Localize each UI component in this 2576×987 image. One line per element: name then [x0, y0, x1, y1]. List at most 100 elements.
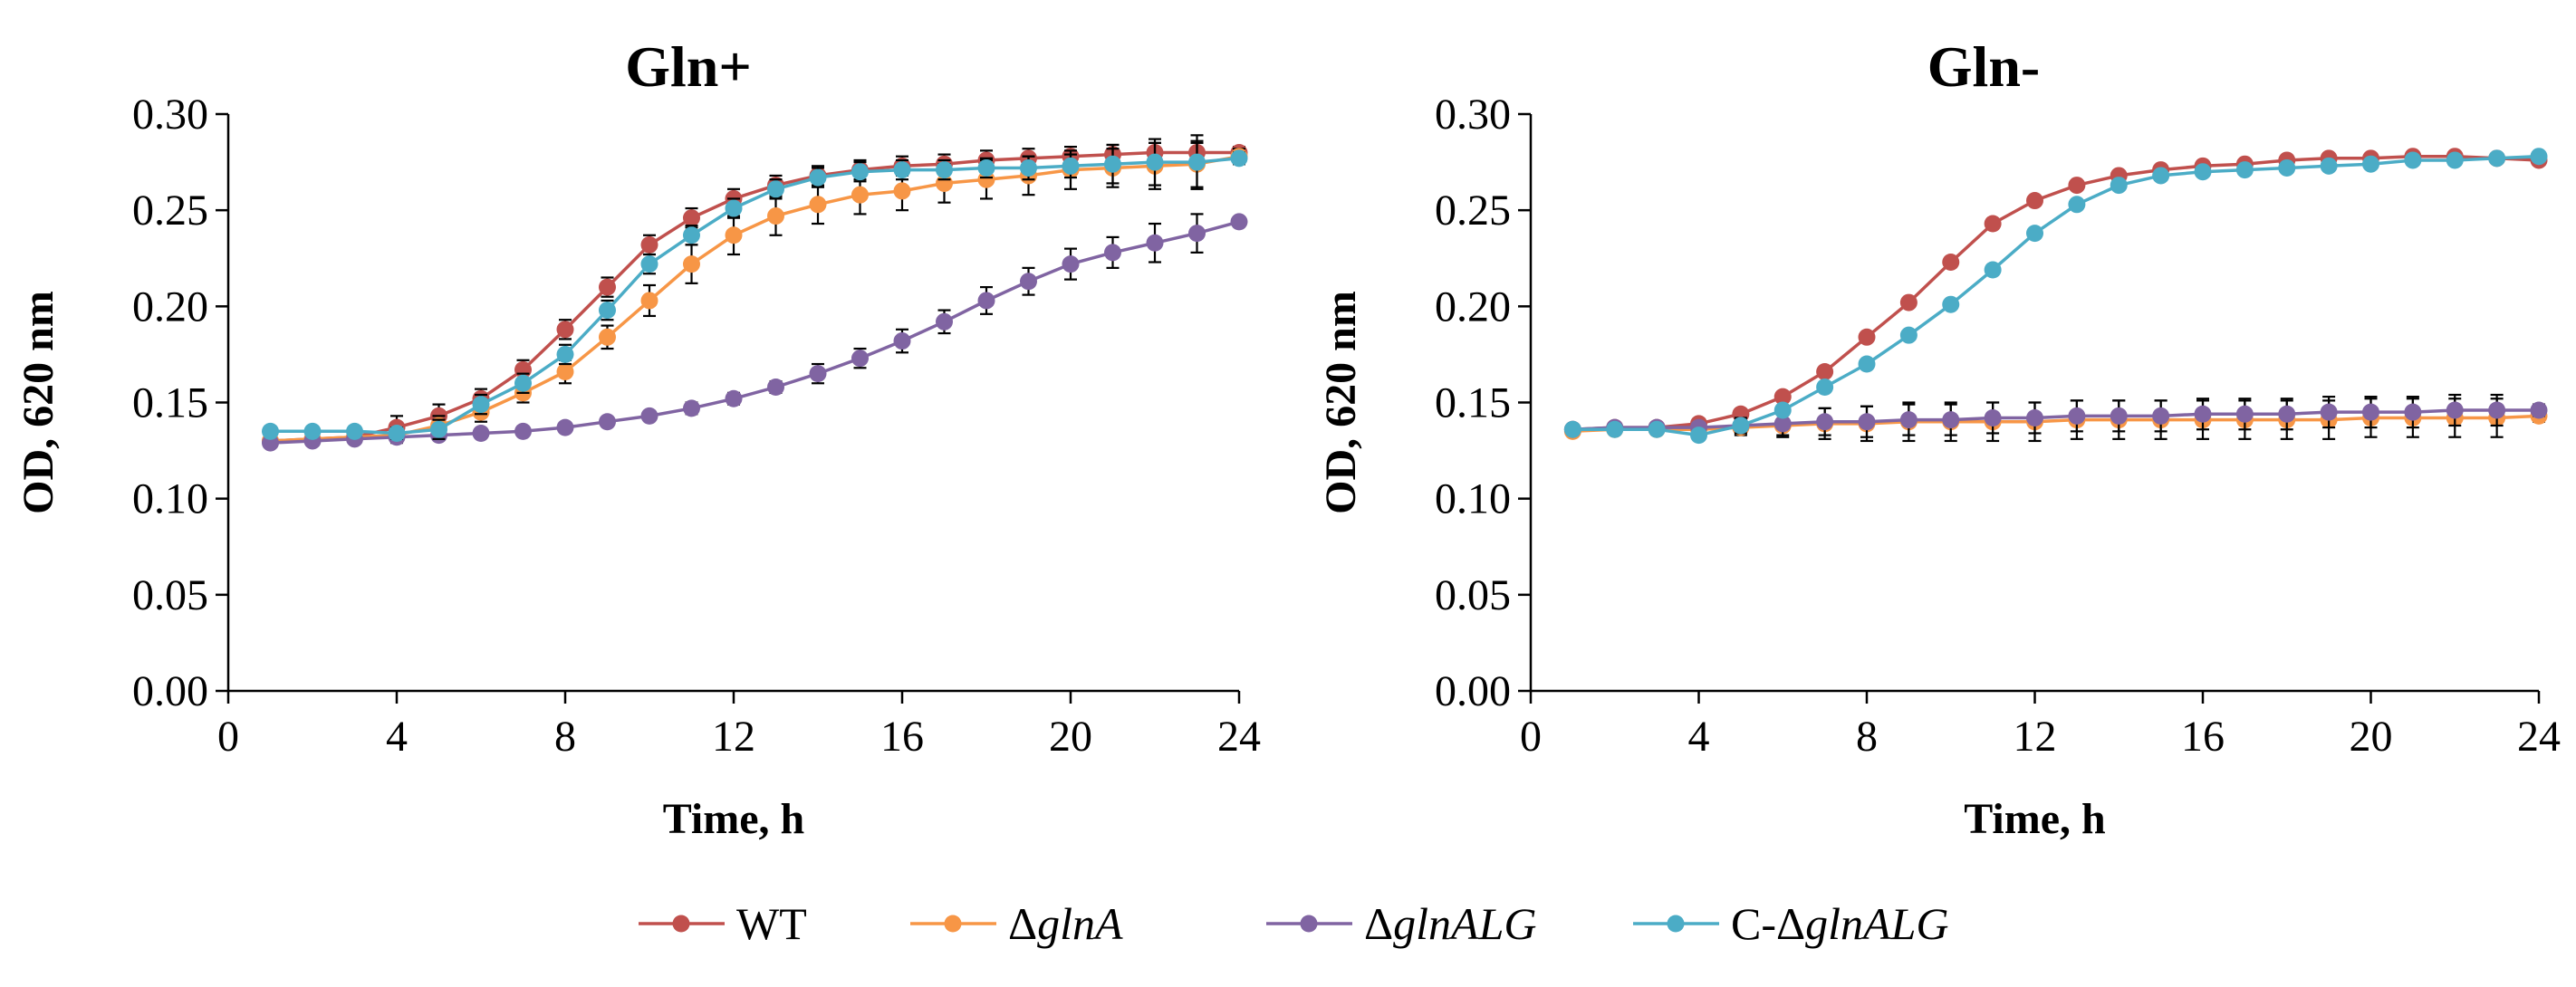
- series-wt: [262, 141, 1248, 450]
- data-point: [2068, 177, 2086, 195]
- data-point: [2320, 157, 2338, 175]
- data-point: [2278, 158, 2296, 177]
- y-tick-label: 0.10: [1435, 475, 1511, 523]
- data-point: [1942, 411, 1960, 429]
- data-point: [1563, 420, 1581, 438]
- data-point: [2362, 155, 2379, 173]
- legend-item-wt: WT: [639, 898, 807, 949]
- legend-label: WT: [736, 898, 807, 949]
- data-point: [1942, 295, 1960, 313]
- y-axis-label: OD, 620 nm: [1317, 291, 1365, 514]
- data-point: [1942, 253, 1960, 271]
- x-tick-label: 20: [2350, 713, 2393, 761]
- data-point: [599, 413, 616, 431]
- legend-label-prefix: Δ: [1008, 898, 1037, 949]
- y-tick-label: 0.05: [132, 571, 208, 619]
- data-point: [2235, 405, 2254, 423]
- data-point: [556, 345, 574, 363]
- data-point: [1732, 417, 1750, 435]
- data-point: [262, 422, 279, 440]
- x-tick-label: 0: [1520, 713, 1542, 761]
- legend: WT ΔglnA ΔglnALG C-ΔglnALG: [639, 898, 1949, 949]
- data-point: [2488, 401, 2506, 419]
- x-tick-label: 12: [2014, 713, 2057, 761]
- data-point: [1020, 273, 1037, 291]
- series-line: [270, 220, 1240, 445]
- y-tick-label: 0.15: [132, 379, 208, 427]
- data-point: [2362, 403, 2379, 421]
- data-point: [1146, 234, 1164, 252]
- x-tick-label: 24: [2517, 713, 2561, 761]
- x-tick-label: 4: [386, 713, 408, 761]
- data-point: [2152, 167, 2170, 185]
- data-point: [2110, 177, 2128, 195]
- series-line: [1572, 154, 2540, 437]
- x-tick-label: 8: [554, 713, 576, 761]
- data-point: [1773, 415, 1792, 433]
- data-point: [556, 418, 574, 436]
- data-point: [2278, 405, 2296, 423]
- data-point: [767, 180, 784, 198]
- data-point: [893, 182, 911, 200]
- data-point: [1984, 408, 2002, 426]
- data-point: [599, 328, 616, 346]
- legend-label-gene: glnALG: [1805, 898, 1948, 949]
- data-point: [1816, 379, 1834, 397]
- series-delta-glna: [262, 139, 1248, 450]
- data-point: [1899, 326, 1918, 344]
- data-point: [1816, 413, 1834, 431]
- x-tick-label: 0: [217, 713, 239, 761]
- data-point: [1899, 411, 1918, 429]
- data-point: [2068, 196, 2086, 214]
- y-axis-label: OD, 620 nm: [14, 291, 62, 514]
- chart-title: Gln+: [625, 34, 752, 99]
- data-point: [725, 226, 743, 244]
- data-point: [303, 422, 322, 440]
- data-point: [514, 422, 532, 440]
- x-tick-label: 16: [880, 713, 924, 761]
- data-point: [1062, 157, 1080, 175]
- data-point: [472, 396, 490, 414]
- data-point: [2068, 407, 2086, 425]
- data-point: [2026, 225, 2043, 243]
- data-point: [2110, 407, 2128, 425]
- legend-label: ΔglnALG: [1364, 898, 1537, 949]
- data-point: [809, 365, 827, 383]
- data-point: [1858, 355, 1876, 373]
- data-point: [851, 186, 869, 204]
- legend-swatch-marker: [1667, 915, 1685, 933]
- data-point: [2530, 148, 2548, 166]
- data-point: [893, 332, 911, 350]
- data-point: [556, 321, 574, 339]
- legend-item-delta-glna: ΔglnA: [910, 898, 1123, 949]
- data-point: [2446, 401, 2464, 419]
- data-point: [1773, 401, 1792, 419]
- x-tick-label: 8: [1856, 713, 1878, 761]
- data-point: [725, 389, 743, 407]
- data-point: [851, 350, 869, 368]
- data-point: [809, 196, 827, 214]
- series-delta-glnalg: [262, 213, 1248, 452]
- data-point: [683, 226, 700, 244]
- data-point: [2404, 151, 2422, 169]
- legend-label: ΔglnA: [1008, 898, 1123, 949]
- data-point: [599, 302, 616, 320]
- data-point: [2488, 149, 2506, 168]
- data-point: [472, 424, 490, 442]
- data-point: [767, 207, 784, 225]
- data-point: [2320, 403, 2338, 421]
- data-point: [430, 420, 447, 438]
- data-point: [1858, 328, 1876, 346]
- data-point: [2404, 403, 2422, 421]
- data-point: [683, 399, 700, 417]
- data-point: [2530, 401, 2548, 419]
- series-c-delta-glnalg: [262, 134, 1248, 442]
- data-point: [640, 292, 658, 310]
- data-point: [1062, 255, 1080, 273]
- y-tick-label: 0.00: [132, 667, 208, 715]
- x-tick-label: 4: [1688, 713, 1710, 761]
- data-point: [767, 379, 784, 397]
- data-point: [1020, 158, 1037, 177]
- data-point: [1899, 293, 1918, 311]
